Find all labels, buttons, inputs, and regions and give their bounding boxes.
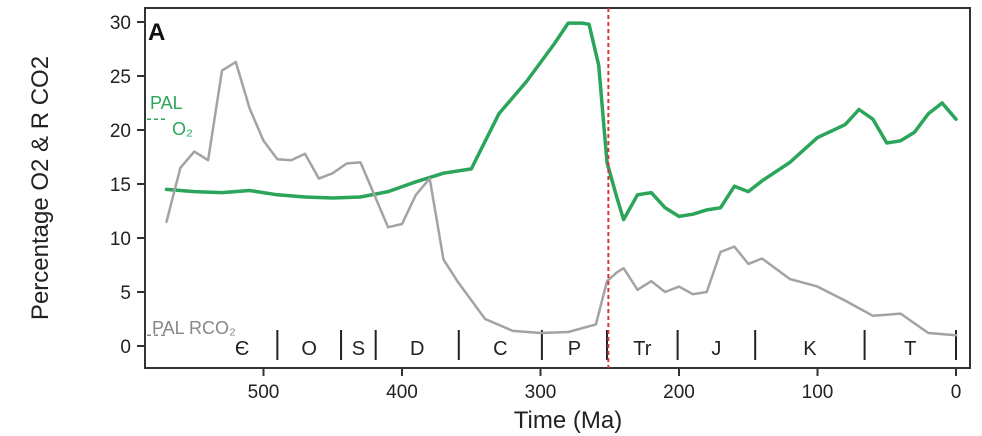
y-tick-label: 20 <box>110 121 131 142</box>
annotations: PAL O₂ PAL RCO₂ <box>147 93 236 338</box>
x-tick-label: 100 <box>802 382 834 403</box>
period-label: J <box>711 338 721 360</box>
y-tick-label: 25 <box>110 67 131 88</box>
x-tick-label: 300 <box>525 382 557 403</box>
x-tick-label: 500 <box>248 382 280 403</box>
x-tick-label: 0 <box>951 382 962 403</box>
y-tick-label: 30 <box>110 13 131 34</box>
x-tick-label: 200 <box>663 382 695 403</box>
period-label: Tr <box>633 338 651 360</box>
y-axis-title: Percentage O2 & R CO2 <box>27 56 54 320</box>
pal-o2-line1-label: PAL <box>150 93 183 113</box>
period-label: T <box>904 338 916 360</box>
period-label: C <box>493 338 507 360</box>
o2-series-line <box>167 23 957 220</box>
period-bar: Є O S D C P Tr J K T <box>235 330 956 360</box>
pal-o2-line2-label: O₂ <box>172 119 193 139</box>
period-label: Є <box>235 338 249 360</box>
plot-frame <box>145 8 970 368</box>
period-label: P <box>568 338 581 360</box>
x-tick-label: 400 <box>386 382 418 403</box>
pal-rco2-label: PAL RCO₂ <box>152 318 236 338</box>
period-label: D <box>410 338 424 360</box>
rco2-series-line <box>167 62 957 335</box>
period-label: K <box>803 338 817 360</box>
y-tick-label: 10 <box>110 229 131 250</box>
y-tick-label: 5 <box>120 283 131 304</box>
panel-label: A <box>148 19 165 46</box>
y-tick-label: 15 <box>110 175 131 196</box>
period-label: S <box>352 338 365 360</box>
period-label: O <box>301 338 317 360</box>
y-tick-label: 0 <box>120 337 131 358</box>
x-axis-title: Time (Ma) <box>514 407 622 434</box>
series <box>167 8 957 368</box>
